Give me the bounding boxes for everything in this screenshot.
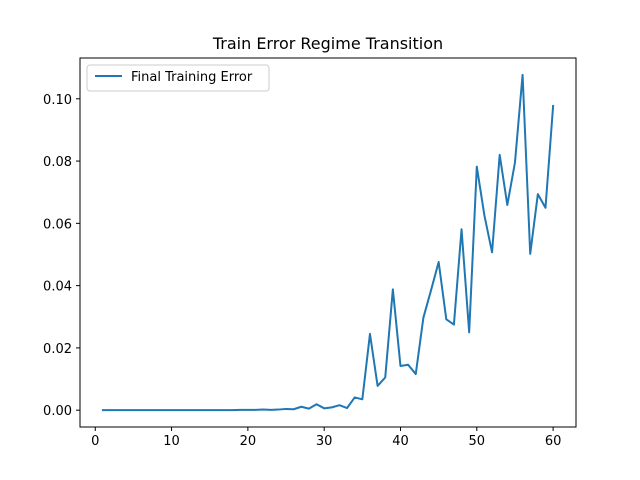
data-point [430,289,432,291]
data-point [422,317,424,319]
data-point [255,409,257,411]
data-point [209,409,211,411]
y-tick-label: 0.00 [43,404,72,419]
data-point [506,204,508,206]
y-axis: 0.00 0.02 0.04 0.06 0.08 0.10 [43,93,80,419]
data-point [232,409,234,411]
data-point [239,409,241,411]
x-tick-label: 10 [163,434,180,449]
data-point [178,409,180,411]
data-point [399,365,401,367]
data-point [384,376,386,378]
data-point [262,409,264,411]
legend: Final Training Error [86,64,270,92]
y-tick-label: 0.04 [43,280,72,295]
data-point [125,409,127,411]
data-point [491,251,493,253]
data-point [445,318,447,320]
data-point [377,385,379,387]
data-point [369,333,371,335]
x-tick-label: 0 [91,434,99,449]
data-point [514,162,516,164]
data-point [361,398,363,400]
plot-area [101,73,555,412]
y-tick-label: 0.06 [43,217,72,232]
data-point [270,409,272,411]
y-tick-label: 0.10 [43,93,72,108]
data-point [461,228,463,230]
data-point [171,409,173,411]
data-point [415,373,417,375]
data-point [148,409,150,411]
data-point [316,403,318,405]
x-tick-label: 20 [240,434,257,449]
data-point [277,409,279,411]
data-point [117,409,119,411]
data-point [499,154,501,156]
data-point [224,409,226,411]
data-point [522,74,524,76]
data-point [453,324,455,326]
y-tick-label: 0.02 [43,342,72,357]
data-point [201,409,203,411]
data-point [544,207,546,209]
data-point [354,396,356,398]
chart-title: Train Error Regime Transition [212,34,443,53]
data-point [331,406,333,408]
data-point [102,409,104,411]
data-point [193,409,195,411]
data-point [323,407,325,409]
axes-frame [79,57,577,428]
data-point [285,408,287,410]
data-point [552,105,554,107]
x-tick-label: 50 [469,434,486,449]
data-point [132,409,134,411]
data-point [438,261,440,263]
data-point [110,409,112,411]
x-tick-label: 60 [545,434,562,449]
data-point [483,215,485,217]
data-point [155,409,157,411]
data-point [163,409,165,411]
data-point [346,407,348,409]
data-point [338,404,340,406]
data-point [293,408,295,410]
data-point [468,331,470,333]
data-point [186,409,188,411]
data-point [476,166,478,168]
data-point [529,253,531,255]
data-point [247,409,249,411]
data-point [407,364,409,366]
data-point [308,408,310,410]
series-line-final-training-error [101,73,555,412]
data-point [537,193,539,195]
y-tick-label: 0.08 [43,155,72,170]
x-tick-label: 40 [392,434,409,449]
legend-box [86,64,270,92]
data-point [300,406,302,408]
x-tick-label: 30 [316,434,333,449]
x-axis: 0 10 20 30 40 50 60 [91,427,561,449]
data-point [216,409,218,411]
legend-label: Final Training Error [131,70,253,85]
data-point [392,288,394,290]
data-point [140,409,142,411]
